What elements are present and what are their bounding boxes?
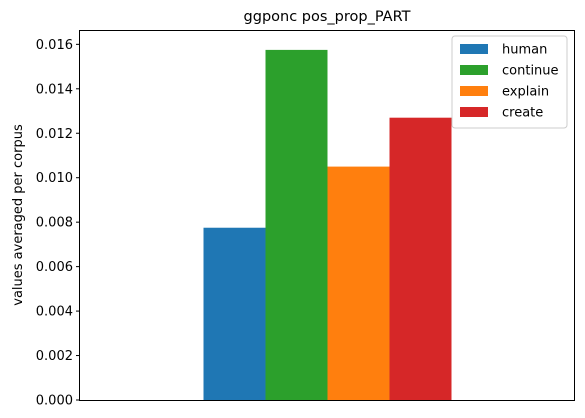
legend-box: [451, 35, 568, 129]
y-tick-label: 0.004: [36, 305, 73, 320]
bar-create: [389, 117, 452, 400]
bar-continue: [265, 49, 328, 400]
bar-explain: [327, 166, 390, 400]
legend-label-explain: explain: [502, 85, 549, 100]
y-axis: 0.000 0.002 0.004 0.006 0.008 0.010 0.012 0.014…: [36, 38, 80, 409]
y-tick-label: 0.014: [36, 82, 73, 97]
legend-swatch-create: [460, 107, 488, 117]
legend-label-human: human: [502, 43, 547, 58]
y-tick-label: 0.012: [36, 127, 73, 142]
y-tick-label: 0.010: [36, 171, 73, 186]
y-tick-label: 0.016: [36, 38, 73, 53]
legend: human continue explain create: [451, 35, 568, 129]
y-tick-label: 0.002: [36, 349, 73, 364]
chart-title: ggponc pos_prop_PART: [244, 9, 411, 25]
legend-swatch-explain: [460, 86, 488, 96]
y-tick-label: 0.006: [36, 260, 73, 275]
plot-frame: [79, 30, 575, 401]
bars-group: [203, 49, 452, 400]
legend-label-create: create: [502, 106, 543, 121]
y-tick-label: 0.000: [36, 394, 73, 409]
y-tick-label: 0.008: [36, 216, 73, 231]
bar-human: [203, 227, 266, 400]
legend-swatch-human: [460, 44, 488, 54]
y-axis-label: values averaged per corpus: [11, 124, 26, 306]
legend-label-continue: continue: [502, 64, 559, 79]
legend-swatch-continue: [460, 65, 488, 75]
